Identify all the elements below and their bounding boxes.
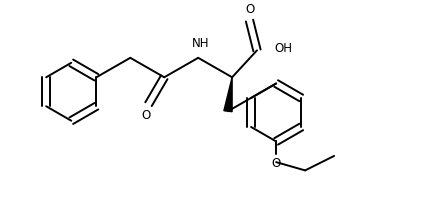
Polygon shape <box>224 77 232 112</box>
Text: O: O <box>271 157 281 170</box>
Text: OH: OH <box>274 42 292 55</box>
Text: NH: NH <box>192 37 209 50</box>
Text: O: O <box>142 109 151 122</box>
Text: O: O <box>245 3 254 16</box>
